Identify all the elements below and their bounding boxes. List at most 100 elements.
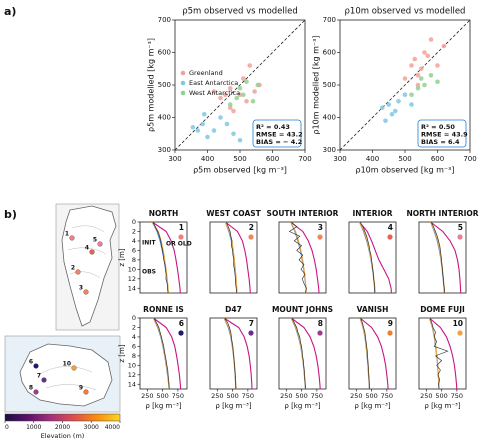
- point: [240, 92, 246, 98]
- x-tick-label: 300: [168, 155, 181, 163]
- y-tick-label: 12: [128, 371, 136, 379]
- y-tick-label: 400: [323, 114, 336, 122]
- site-number: 8: [318, 319, 323, 328]
- profile-line: [290, 221, 320, 294]
- x-tick-label: 250: [420, 392, 432, 400]
- plot-frame: [139, 317, 188, 390]
- x-tick-label: 750: [311, 392, 323, 400]
- site-dot: [83, 289, 89, 295]
- x-tick-label: 750: [451, 392, 463, 400]
- point: [237, 92, 243, 98]
- site-marker: [387, 234, 393, 240]
- x-tick-label: 500: [156, 392, 168, 400]
- stats-box: [417, 119, 467, 148]
- point: [441, 43, 447, 49]
- profile-line: [428, 317, 440, 390]
- profile-line: [290, 317, 321, 390]
- contours: [39, 366, 97, 391]
- site-label: 4: [85, 245, 89, 252]
- site-marker: [178, 330, 184, 336]
- chart-title: VANISH: [357, 305, 389, 314]
- x-axis-label: ρ [kg m⁻³]: [424, 402, 460, 410]
- y-axis-label: ρ5m modelled [kg m⁻³]: [147, 38, 156, 132]
- profile-line: [428, 317, 440, 390]
- y-tick-label: 10: [128, 361, 136, 369]
- point: [418, 76, 424, 81]
- site-label: 1: [65, 231, 69, 238]
- point: [250, 98, 256, 104]
- chart-title: WEST COAST: [206, 209, 261, 218]
- profile-line: [430, 221, 445, 294]
- x-tick-label: 0: [5, 424, 9, 431]
- point: [435, 79, 440, 85]
- point: [231, 108, 236, 114]
- point: [218, 115, 223, 120]
- antarctica-outline: [19, 343, 113, 407]
- point: [205, 134, 210, 140]
- point: [409, 102, 414, 107]
- chart-title: INTERIOR: [352, 209, 392, 218]
- chart-title: MOUNT JOHNS: [272, 305, 333, 314]
- y-tick-label: 700: [158, 16, 171, 24]
- site-number: 10: [453, 319, 463, 328]
- plot-frame: [209, 317, 258, 390]
- stats-box: [252, 119, 302, 148]
- site-number: 3: [318, 223, 323, 232]
- site-marker: [248, 234, 254, 240]
- chart-title: NORTH INTERIOR: [406, 209, 478, 218]
- legend-swatch: [180, 90, 186, 96]
- point: [223, 92, 228, 98]
- y-tick-label: 600: [323, 49, 336, 57]
- point: [425, 53, 431, 59]
- chart-title: NORTH: [149, 209, 178, 218]
- x-tick-label: 600: [266, 155, 279, 163]
- site-dot: [75, 269, 81, 275]
- legend-swatch: [180, 70, 186, 76]
- x-axis-label: ρ5m observed [kg m⁻³]: [193, 166, 287, 175]
- chart-title: SOUTH INTERIOR: [267, 209, 339, 218]
- y-tick-label: 0: [132, 314, 136, 322]
- antarctica-map: [4, 335, 121, 413]
- site-dot: [69, 235, 75, 241]
- profile-line: [290, 317, 307, 390]
- stats-text: RMSE = 43.2: [256, 131, 303, 139]
- profile-line: [430, 221, 446, 294]
- y-tick-label: 700: [323, 16, 336, 24]
- stats-text: R² = 0.43: [256, 123, 290, 131]
- legend-swatch: [180, 80, 186, 86]
- point: [201, 111, 207, 117]
- line-annotation: INIT: [142, 240, 156, 247]
- site-dot: [97, 241, 103, 247]
- profile-line: [359, 317, 370, 390]
- y-tick-label: 8: [132, 352, 136, 360]
- site-dot: [33, 389, 39, 395]
- point: [211, 128, 217, 133]
- x-tick-label: 250: [141, 392, 153, 400]
- point: [218, 95, 223, 101]
- y-tick-label: 500: [323, 81, 336, 89]
- site-number: 1: [179, 223, 184, 232]
- point: [392, 108, 398, 114]
- y-tick-label: 14: [128, 284, 136, 292]
- plot-frame: [209, 221, 258, 294]
- y-axis-label: z [m]: [118, 248, 126, 266]
- site-label: 9: [79, 385, 83, 392]
- point: [422, 82, 427, 88]
- point: [190, 124, 196, 130]
- y-tick-label: 300: [158, 146, 171, 154]
- point: [237, 85, 243, 91]
- site-marker: [317, 234, 323, 240]
- point: [396, 98, 401, 104]
- profile-line: [430, 221, 445, 294]
- x-tick-label: 500: [295, 392, 307, 400]
- site-marker: [387, 330, 393, 336]
- point: [227, 105, 233, 111]
- profile-line: [429, 317, 449, 390]
- point: [389, 111, 395, 117]
- site-label: 2: [71, 265, 75, 272]
- site-dot: [33, 363, 39, 369]
- chart-title: DOME FUJI: [420, 305, 465, 314]
- site-number: 7: [249, 319, 254, 328]
